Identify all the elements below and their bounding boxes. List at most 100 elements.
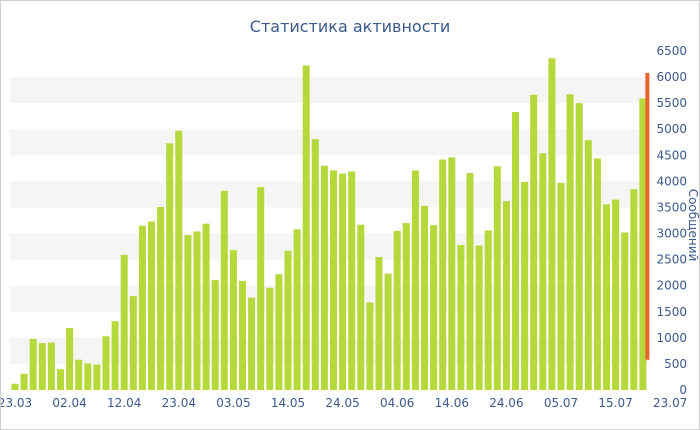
bar [439, 159, 447, 390]
bar [29, 338, 37, 390]
bar [448, 157, 456, 390]
bar [512, 112, 519, 391]
y-tick-label: 6000 [656, 70, 687, 84]
grid-band [10, 77, 649, 104]
y-axis-ticks: 0 500 1000 1500 2000 2500 3000 3500 4000 4500 5000… [656, 44, 687, 397]
x-tick-label: 02.04 [52, 396, 86, 410]
x-tick-label: 14.05 [271, 396, 305, 410]
bar [84, 363, 92, 390]
bar [421, 205, 428, 390]
bar [430, 225, 438, 390]
bar [521, 181, 529, 390]
bar [502, 201, 510, 390]
bar [75, 359, 83, 390]
bar [20, 373, 28, 390]
bar [384, 273, 392, 390]
bar [539, 153, 547, 390]
bar [138, 225, 146, 390]
x-tick-label: 03.05 [216, 396, 250, 410]
bar [393, 230, 401, 390]
bar [348, 171, 356, 390]
bar [330, 170, 337, 390]
bar [175, 130, 183, 391]
highlight-bar [645, 72, 650, 360]
bar [302, 65, 310, 390]
x-tick-label: 23.03 [1, 396, 32, 410]
chart-title: Статистика активности [250, 17, 450, 36]
y-tick-label: 1500 [656, 305, 687, 319]
x-tick-label: 24.06 [489, 396, 523, 410]
bar [320, 165, 328, 390]
bar [475, 245, 483, 390]
y-tick-label: 2000 [656, 279, 687, 293]
bar [102, 336, 110, 390]
bar [111, 321, 119, 390]
y-tick-label: 0 [679, 383, 687, 397]
bar [148, 221, 155, 390]
x-axis-ticks: 23.03 02.04 12.04 23.04 03.05 14.05 24.05 04.06… [1, 396, 687, 410]
x-tick-label: 05.07 [544, 396, 578, 410]
y-tick-label: 3500 [656, 201, 687, 215]
y-tick-label: 500 [664, 357, 687, 371]
bar [211, 279, 219, 390]
bar [630, 189, 638, 390]
bar [493, 166, 501, 390]
bar [339, 173, 347, 390]
bar [266, 287, 274, 390]
bar [612, 199, 620, 390]
bar [366, 302, 374, 390]
x-tick-label: 23.04 [162, 396, 196, 410]
bar [566, 94, 574, 390]
y-tick-label: 3000 [656, 227, 687, 241]
bar [603, 204, 610, 390]
bar [593, 158, 601, 390]
highlight-series [645, 72, 650, 360]
bar [557, 182, 565, 390]
x-tick-label: 04.06 [380, 396, 414, 410]
bar [220, 190, 228, 390]
y-tick-label: 2500 [656, 253, 687, 267]
bar [548, 58, 556, 391]
bar [166, 143, 174, 390]
y-tick-label: 1000 [656, 331, 687, 345]
bar [411, 170, 419, 390]
bar [457, 245, 465, 390]
bar [530, 94, 538, 390]
bar [184, 235, 192, 390]
bar [129, 296, 137, 390]
bar [239, 281, 246, 390]
bar [157, 206, 165, 390]
bar [38, 343, 46, 390]
x-tick-label: 15.07 [598, 396, 632, 410]
bar [575, 103, 583, 391]
bar [621, 232, 629, 390]
bar [375, 257, 383, 390]
bar [93, 364, 101, 390]
bar [466, 173, 474, 390]
bar [11, 383, 19, 390]
bar [357, 224, 365, 390]
bar [284, 250, 292, 390]
grid-band [10, 129, 649, 156]
bar [584, 140, 592, 390]
y-tick-label: 4500 [656, 148, 687, 162]
bar [202, 223, 210, 390]
bar [47, 342, 55, 390]
x-tick-label: 24.05 [325, 396, 359, 410]
bar [275, 274, 283, 390]
bar [66, 327, 74, 390]
bar [57, 369, 64, 390]
bar-series [11, 58, 647, 391]
bar [257, 187, 265, 390]
bar [293, 229, 301, 390]
bar [120, 254, 128, 390]
bar [639, 98, 647, 391]
bar [484, 230, 492, 390]
y-tick-label: 6500 [656, 44, 687, 58]
y-axis-label: Сообщений [686, 189, 699, 262]
x-tick-label: 23.07 [653, 396, 687, 410]
y-tick-label: 5500 [656, 96, 687, 110]
bar [229, 250, 237, 390]
bar [402, 223, 410, 390]
